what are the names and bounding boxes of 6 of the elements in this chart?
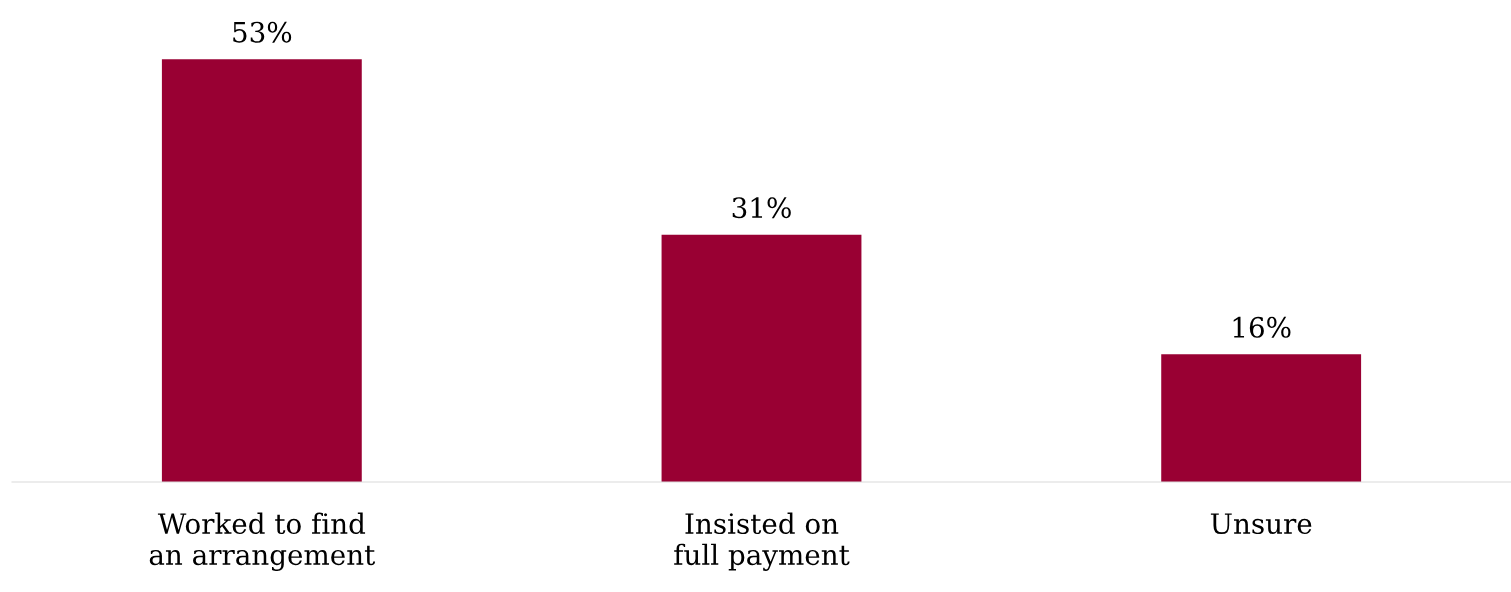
x-tick-label: Worked to find an arrangement	[149, 512, 376, 571]
data-label: 31%	[732, 197, 791, 219]
data-label: 16%	[1233, 316, 1291, 338]
x-tick-label: Unsure	[1210, 513, 1312, 535]
data-label: 53%	[233, 21, 292, 43]
x-tick-label: Insisted on full payment	[674, 512, 850, 571]
